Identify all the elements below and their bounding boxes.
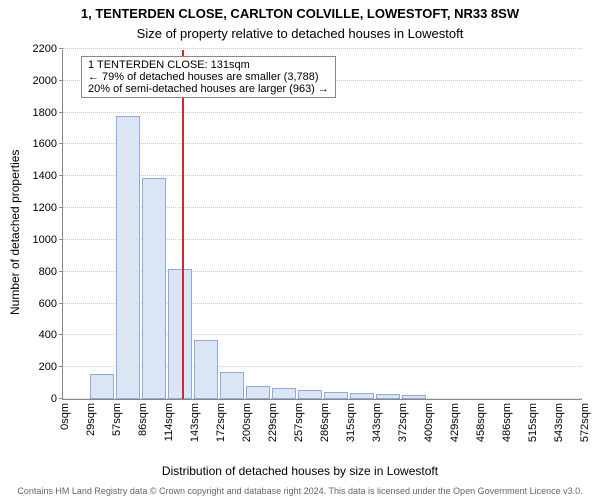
attribution-footer: Contains HM Land Registry data © Crown c… xyxy=(0,486,600,496)
y-tick xyxy=(59,175,63,176)
x-tick-label: 86sqm xyxy=(137,403,149,436)
x-tick-label: 114sqm xyxy=(163,403,175,441)
x-tick-label: 172sqm xyxy=(215,403,227,442)
y-tick-label: 1000 xyxy=(33,234,57,246)
histogram-bar xyxy=(90,374,115,399)
histogram-bar xyxy=(272,388,297,399)
annotation-line: ← 79% of detached houses are smaller (3,… xyxy=(88,71,329,83)
histogram-bar xyxy=(350,393,375,399)
x-tick-label: 572sqm xyxy=(579,403,591,442)
x-tick-label: 486sqm xyxy=(501,403,513,442)
y-tick-label: 0 xyxy=(51,393,57,405)
x-tick-label: 57sqm xyxy=(111,403,123,436)
y-gridline xyxy=(63,48,582,49)
chart-title: 1, TENTERDEN CLOSE, CARLTON COLVILLE, LO… xyxy=(0,6,600,21)
x-tick-label: 0sqm xyxy=(59,403,71,430)
histogram-bar xyxy=(220,372,245,399)
x-tick-label: 257sqm xyxy=(293,403,305,442)
y-gridline xyxy=(63,175,582,176)
x-tick-label: 29sqm xyxy=(85,403,97,436)
x-tick-label: 429sqm xyxy=(449,403,461,442)
y-tick-label: 2000 xyxy=(33,75,57,87)
histogram-bar xyxy=(194,340,219,399)
x-tick-label: 143sqm xyxy=(189,403,201,442)
y-tick xyxy=(59,112,63,113)
annotation-box: 1 TENTERDEN CLOSE: 131sqm← 79% of detach… xyxy=(81,56,336,98)
y-tick-label: 2200 xyxy=(33,43,57,55)
x-tick-label: 515sqm xyxy=(527,403,539,442)
y-tick-label: 1200 xyxy=(33,202,57,214)
reference-line xyxy=(182,50,184,399)
y-tick-label: 800 xyxy=(39,266,57,278)
histogram-bar xyxy=(142,178,167,399)
histogram-bar xyxy=(246,386,271,399)
y-tick xyxy=(59,334,63,335)
x-tick-label: 286sqm xyxy=(319,403,331,442)
chart-subtitle: Size of property relative to detached ho… xyxy=(0,26,600,41)
annotation-line: 1 TENTERDEN CLOSE: 131sqm xyxy=(88,59,329,71)
y-axis-label: Number of detached properties xyxy=(8,150,22,315)
histogram-bar xyxy=(298,390,323,399)
y-tick xyxy=(59,80,63,81)
histogram-bar xyxy=(402,395,427,399)
x-tick-label: 229sqm xyxy=(267,403,279,442)
chart-container: 1, TENTERDEN CLOSE, CARLTON COLVILLE, LO… xyxy=(0,0,600,500)
y-tick xyxy=(59,366,63,367)
histogram-bar xyxy=(116,116,141,399)
x-tick-label: 400sqm xyxy=(423,403,435,442)
y-tick-label: 1600 xyxy=(33,138,57,150)
annotation-line: 20% of semi-detached houses are larger (… xyxy=(88,83,329,95)
y-tick xyxy=(59,271,63,272)
x-tick-label: 343sqm xyxy=(371,403,383,442)
x-tick-label: 315sqm xyxy=(345,403,357,442)
y-tick xyxy=(59,143,63,144)
y-tick-label: 200 xyxy=(39,361,57,373)
histogram-bar xyxy=(376,394,401,399)
y-tick xyxy=(59,48,63,49)
histogram-bar xyxy=(168,269,193,399)
y-tick xyxy=(59,239,63,240)
x-tick-label: 543sqm xyxy=(553,403,565,442)
y-tick-label: 1400 xyxy=(33,170,57,182)
y-gridline xyxy=(63,143,582,144)
y-tick xyxy=(59,207,63,208)
x-tick-label: 372sqm xyxy=(397,403,409,442)
x-axis-label: Distribution of detached houses by size … xyxy=(0,464,600,478)
y-tick xyxy=(59,303,63,304)
y-tick-label: 1800 xyxy=(33,107,57,119)
x-tick-label: 458sqm xyxy=(475,403,487,442)
x-tick-label: 200sqm xyxy=(241,403,253,442)
y-tick xyxy=(59,398,63,399)
plot-area: 0200400600800100012001400160018002000220… xyxy=(62,50,582,400)
histogram-bar xyxy=(324,392,349,399)
y-tick-label: 400 xyxy=(39,329,57,341)
y-gridline xyxy=(63,112,582,113)
y-tick-label: 600 xyxy=(39,298,57,310)
